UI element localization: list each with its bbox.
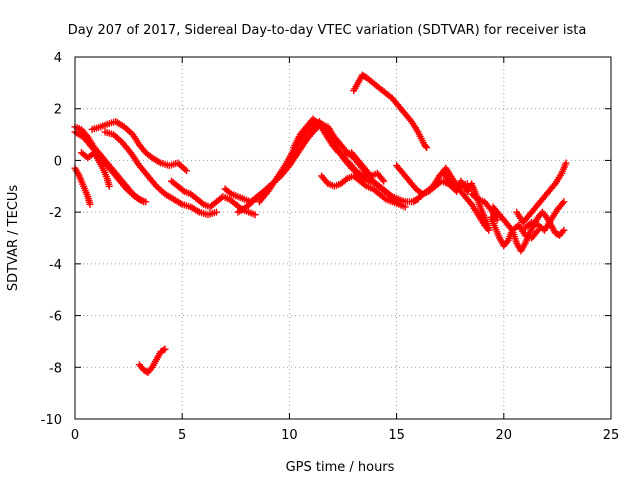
x-tick-labels: 0 5 10 15 20 25	[71, 428, 619, 443]
data-point-track-r	[560, 226, 568, 234]
data-point-track-q	[423, 144, 431, 151]
data-marks	[71, 71, 570, 376]
y-axis-label: SDTVAR / TECUs	[6, 185, 21, 292]
data-point-track-s	[562, 159, 570, 167]
y-tick-label: -6	[49, 310, 62, 325]
data-point-track-k	[378, 176, 386, 184]
plot-frame	[74, 56, 612, 420]
y-tick-label: 0	[54, 154, 62, 169]
data-point-track-c	[86, 200, 94, 208]
data-point-track-v	[493, 216, 501, 224]
data-point-track-t	[560, 198, 568, 206]
chart-title: Day 207 of 2017, Sidereal Day-to-day VTE…	[68, 23, 587, 38]
y-tick-label: -8	[49, 361, 62, 376]
data-point-track-l	[401, 203, 409, 211]
data-point-track-m	[363, 176, 371, 184]
y-tick-label: -2	[49, 206, 62, 221]
data-point-track-u	[534, 226, 542, 234]
data-point-track-p	[485, 224, 493, 232]
data-point-track-t	[559, 199, 567, 207]
data-point-track-l	[380, 194, 388, 202]
data-point-track-v	[472, 194, 480, 202]
y-tick-label: 2	[54, 103, 62, 118]
y-tick-labels: -10 -8 -6 -4 -2 0 2 4	[41, 51, 62, 428]
data-point-track-s	[550, 181, 558, 189]
data-point-track-e	[182, 167, 190, 175]
data-point-track-q	[406, 116, 414, 124]
data-point-track-g	[179, 186, 187, 194]
data-point-track-o	[466, 199, 474, 207]
data-point-track-u	[533, 228, 541, 236]
data-point-track-w	[161, 345, 169, 353]
data-point-track-w	[160, 346, 168, 354]
y-tick-label: -4	[49, 258, 62, 273]
x-tick-label: 15	[388, 428, 405, 443]
data-point-track-f	[213, 208, 221, 216]
x-tick-label: 20	[496, 428, 513, 443]
y-tick-label: 4	[54, 51, 62, 66]
x-tick-label: 5	[178, 428, 186, 443]
data-point-track-m	[389, 194, 397, 202]
data-point-track-l	[361, 181, 369, 189]
data-point-track-q	[422, 142, 430, 150]
x-axis-label: GPS time / hours	[286, 460, 395, 475]
x-tick-label: 0	[71, 428, 79, 443]
data-point-track-k	[380, 177, 388, 185]
data-point-track-g	[251, 211, 259, 219]
data-point-track-b	[140, 198, 148, 206]
x-tick-label: 25	[603, 428, 620, 443]
data-point-track-g	[198, 199, 206, 207]
data-point-track-h	[226, 189, 234, 197]
y-tick-label: -10	[41, 413, 62, 428]
x-tick-label: 10	[281, 428, 298, 443]
data-point-track-v	[486, 204, 494, 212]
data-point-track-m	[397, 198, 405, 206]
data-point-track-l	[342, 176, 350, 184]
data-point-track-d	[105, 182, 113, 190]
